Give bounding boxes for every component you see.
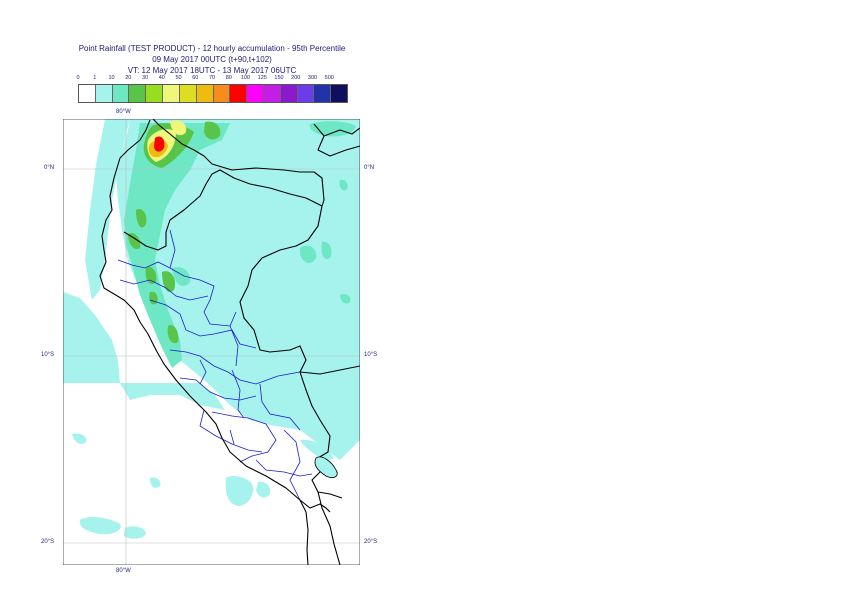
latitude-label-right-10s: 10°S (364, 352, 378, 358)
legend-tick-label: 0 (76, 75, 80, 81)
admin-boundaries (117, 229, 313, 501)
validity-time-label: VT: 12 May 2017 18UTC - 13 May 2017 06UT… (127, 66, 297, 75)
legend-swatch (179, 85, 197, 102)
legend-tick-label: 1 (93, 75, 97, 81)
legend-tick-label: 125 (257, 75, 267, 81)
legend-tick-label: 40 (158, 75, 165, 81)
color-legend (78, 84, 348, 103)
gridlines (63, 119, 360, 565)
legend-tick-label: 150 (274, 75, 284, 81)
legend-swatch (112, 85, 130, 102)
legend-swatch (163, 85, 180, 102)
legend-tick-label: 300 (307, 75, 318, 81)
legend-tick-label: 70 (208, 75, 216, 81)
legend-swatch (213, 85, 231, 102)
legend-swatch (247, 85, 264, 102)
legend-swatch (263, 85, 281, 102)
latitude-label-right-0: 0°N (364, 165, 375, 171)
legend-swatch (297, 85, 315, 102)
legend-tick-label: 500 (324, 75, 334, 81)
legend-swatch (196, 85, 214, 102)
legend-swatch (230, 85, 248, 102)
latitude-label-left-10s: 10°S (41, 352, 55, 358)
rain-field-extreme (154, 136, 165, 152)
legend-swatch (280, 85, 298, 102)
legend-tick-label: 100 (240, 75, 251, 81)
legend-swatch (95, 85, 113, 102)
legend-swatch (129, 85, 147, 102)
legend-tick-label: 60 (192, 75, 199, 81)
latitude-label-left-0: 0°N (44, 165, 55, 171)
legend-tick-label: 20 (125, 75, 132, 81)
lake-titicaca (314, 456, 338, 478)
legend-swatch (79, 85, 96, 102)
legend-tick-label: 10 (108, 75, 115, 81)
legend-swatch (331, 85, 347, 102)
legend-tick-label: 80 (225, 75, 232, 81)
legend-swatch (146, 85, 164, 102)
longitude-label-bottom: 80°W (116, 568, 131, 574)
rain-field-light (63, 119, 360, 539)
latitude-label-right-20s: 20°S (364, 539, 378, 545)
legend-tick-label: 30 (141, 75, 149, 81)
legend-tick-label: 200 (291, 75, 301, 81)
run-time-label: 09 May 2017 00UTC (t+90,t+102) (152, 55, 272, 64)
legend-tick-label: 50 (175, 75, 182, 81)
legend-swatch (314, 85, 332, 102)
map-title: Point Rainfall (TEST PRODUCT) - 12 hourl… (78, 44, 346, 53)
latitude-label-left-20s: 20°S (41, 539, 55, 545)
longitude-label-top: 80°W (116, 109, 131, 115)
